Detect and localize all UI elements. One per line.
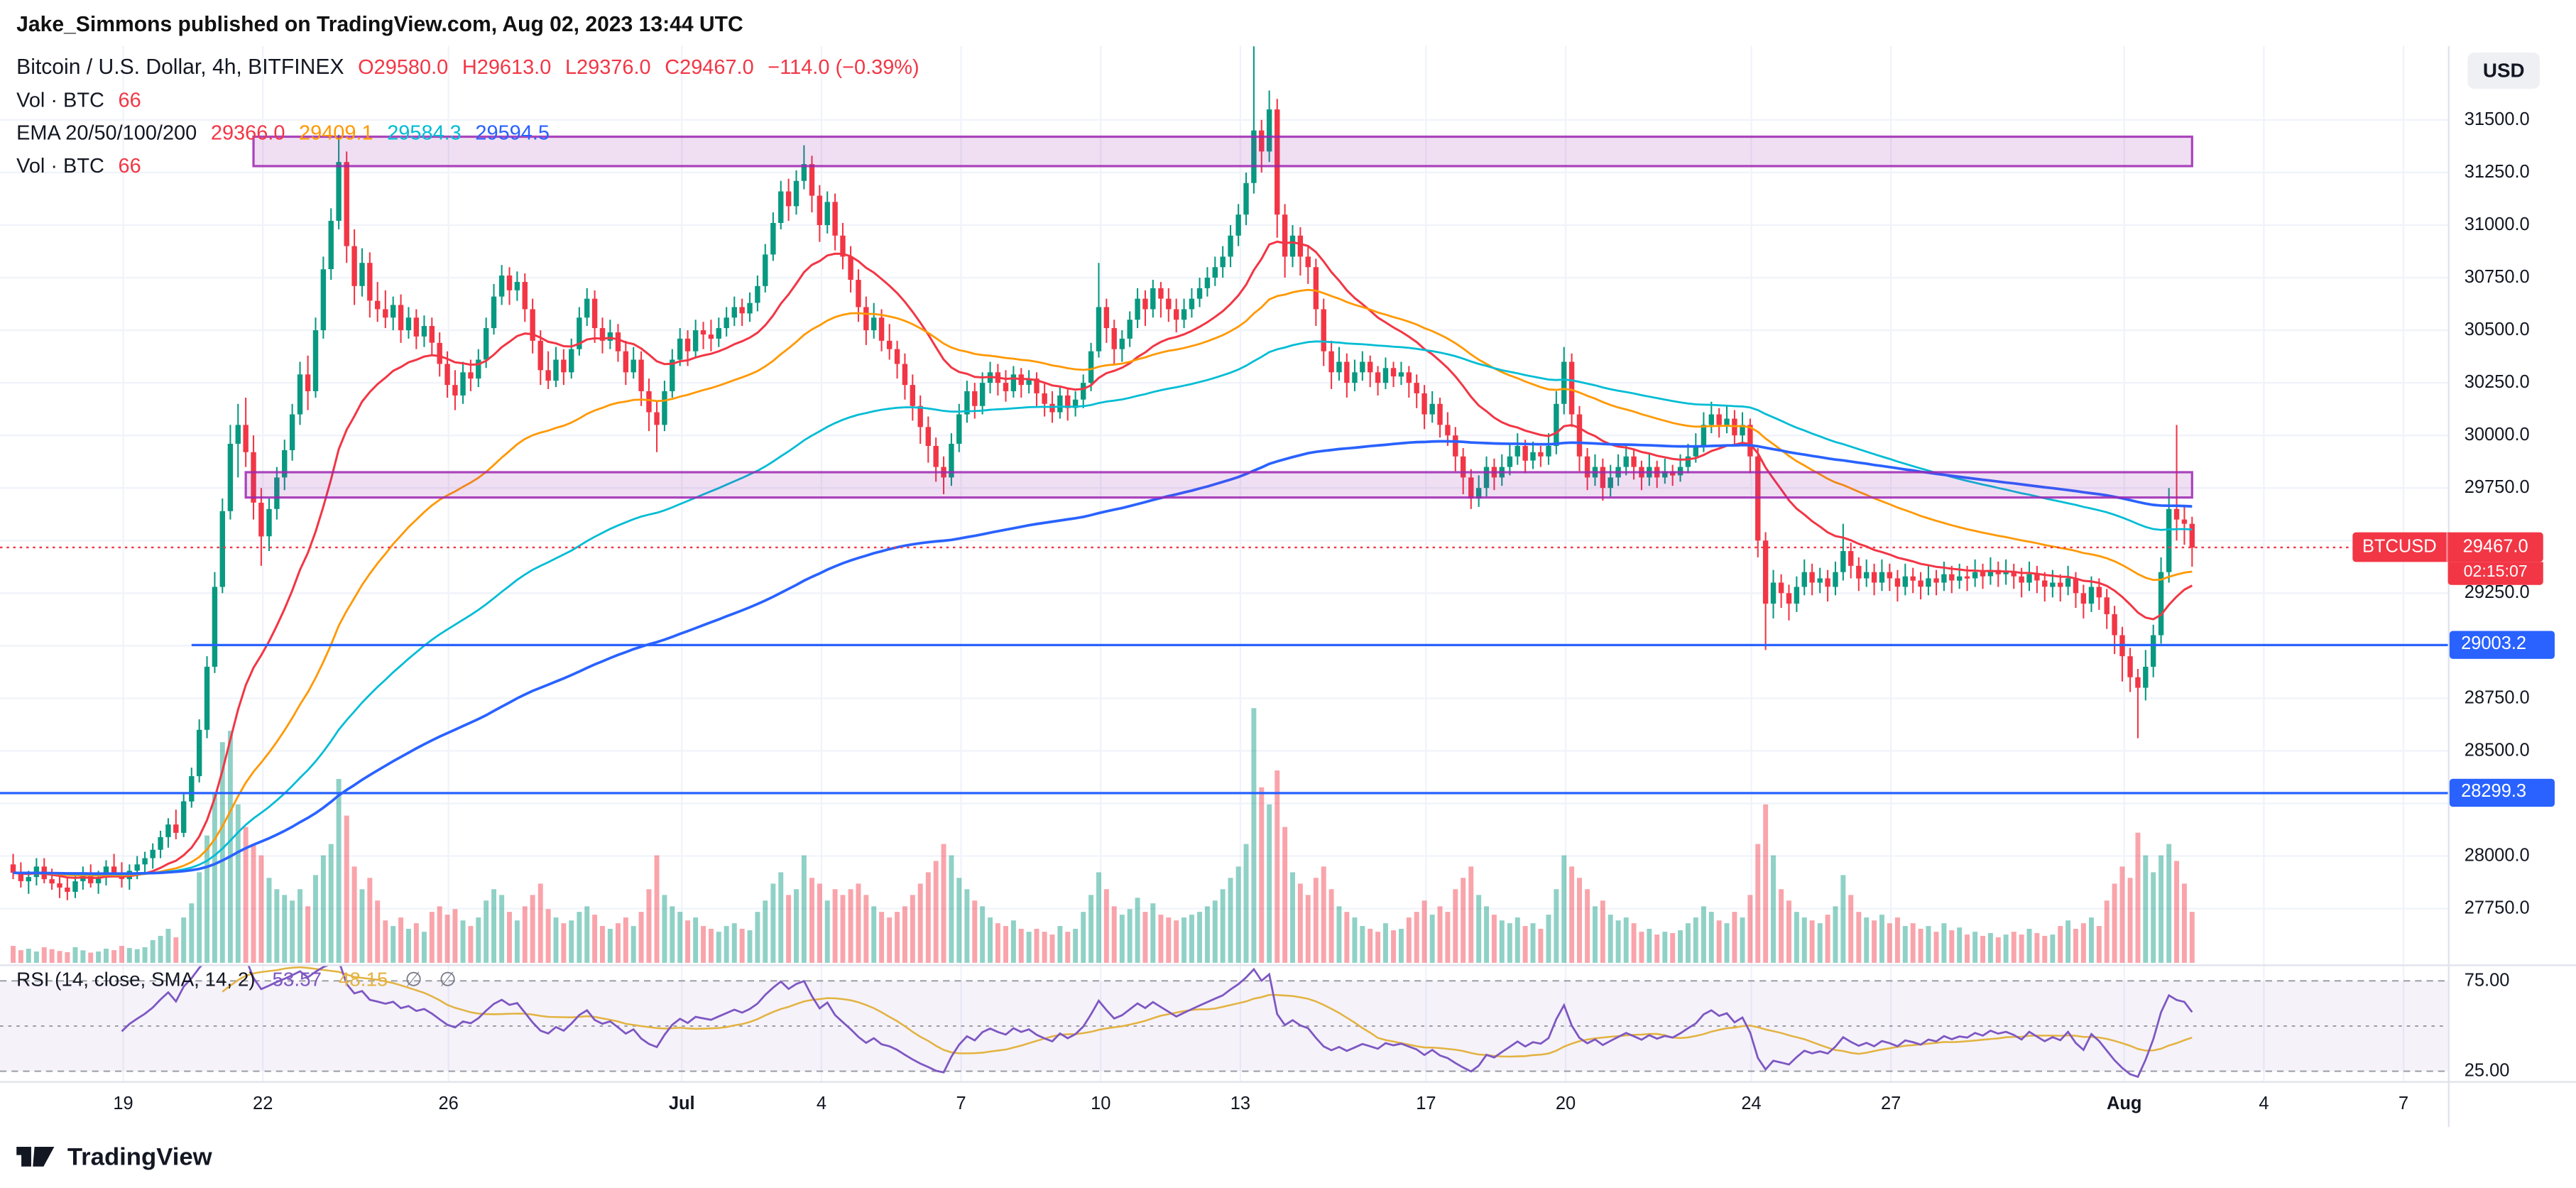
time-tick-label: Jul [668, 1094, 695, 1114]
time-tick-label: 7 [2398, 1094, 2409, 1114]
time-tick-label: 4 [2259, 1094, 2269, 1114]
symbol-legend-row: Bitcoin / U.S. Dollar, 4h, BITFINEX O295… [16, 51, 927, 84]
publish-byline: Jake_Simmons published on TradingView.co… [16, 11, 743, 36]
ohlc-low: L29376.0 [564, 55, 651, 80]
ohlc-high: H29613.0 [462, 55, 552, 80]
time-tick-label: Aug [2106, 1094, 2142, 1114]
symbol-title: Bitcoin / U.S. Dollar, 4h, BITFINEX [16, 54, 344, 80]
time-scale-separator [0, 1081, 2576, 1083]
ema-legend-row: EMA 20/50/100/200 29366.0 29409.1 29584.… [16, 116, 927, 149]
pane-separator[interactable] [0, 964, 2576, 966]
time-tick-label: 4 [816, 1094, 826, 1114]
time-scale[interactable]: 19 22 26 Jul 4 7 10 13 17 20 24 27 Aug 4 7 [0, 1081, 2448, 1127]
ema200-value: 29594.5 [475, 121, 550, 145]
volume2-value: 66 [118, 154, 141, 178]
tradingview-brand: TradingView [67, 1143, 212, 1171]
volume-value: 66 [118, 88, 141, 112]
volume-legend-row: Vol · BTC 66 [16, 84, 927, 116]
rsi-upper-band-value: ∅ [405, 967, 422, 991]
volume-label: Vol · BTC [16, 88, 104, 112]
ohlc-change: −114.0 (−0.39%) [768, 55, 919, 80]
last-price-value: 29467.0 [2462, 538, 2528, 557]
currency-toggle-button[interactable]: USD [2467, 53, 2540, 89]
tradingview-watermark[interactable]: TradingView [16, 1142, 212, 1172]
time-tick-label: 24 [1741, 1094, 1762, 1114]
volume2-label: Vol · BTC [16, 154, 104, 178]
last-price-label: BTCUSD 29467.0 02:15:07 [2352, 533, 2543, 586]
rsi-ma-value: 48.15 [338, 967, 388, 991]
time-tick-label: 7 [956, 1094, 966, 1114]
ohlc-close: C29467.0 [665, 55, 754, 80]
time-tick-label: 13 [1230, 1094, 1251, 1114]
ema20-value: 29366.0 [210, 121, 285, 145]
ema50-value: 29409.1 [299, 121, 373, 145]
last-price-row: BTCUSD 29467.0 [2352, 533, 2543, 562]
ema100-value: 29584.3 [387, 121, 462, 145]
rsi-value: 53.57 [272, 967, 322, 991]
rsi-lower-band-value: ∅ [439, 967, 457, 991]
price-scale-separator [2447, 45, 2450, 1128]
chart-legend: Bitcoin / U.S. Dollar, 4h, BITFINEX O295… [16, 51, 927, 182]
ema-label: EMA 20/50/100/200 [16, 121, 197, 145]
time-tick-label: 17 [1416, 1094, 1436, 1114]
time-tick-label: 27 [1881, 1094, 1901, 1114]
rsi-title: RSI (14, close, SMA, 14, 2) [16, 967, 256, 991]
tradingview-logo-icon [16, 1147, 55, 1167]
bar-countdown: 02:15:07 [2447, 562, 2543, 586]
time-tick-label: 26 [438, 1094, 459, 1114]
rsi-legend: RSI (14, close, SMA, 14, 2) 53.57 48.15 … [16, 968, 468, 991]
time-tick-label: 22 [253, 1094, 273, 1114]
last-price-symbol: BTCUSD [2352, 533, 2448, 562]
ohlc-open: O29580.0 [358, 55, 449, 80]
time-tick-label: 10 [1091, 1094, 1111, 1114]
volume-legend-row-2: Vol · BTC 66 [16, 150, 927, 182]
time-tick-label: 19 [113, 1094, 133, 1114]
time-tick-label: 20 [1555, 1094, 1576, 1114]
